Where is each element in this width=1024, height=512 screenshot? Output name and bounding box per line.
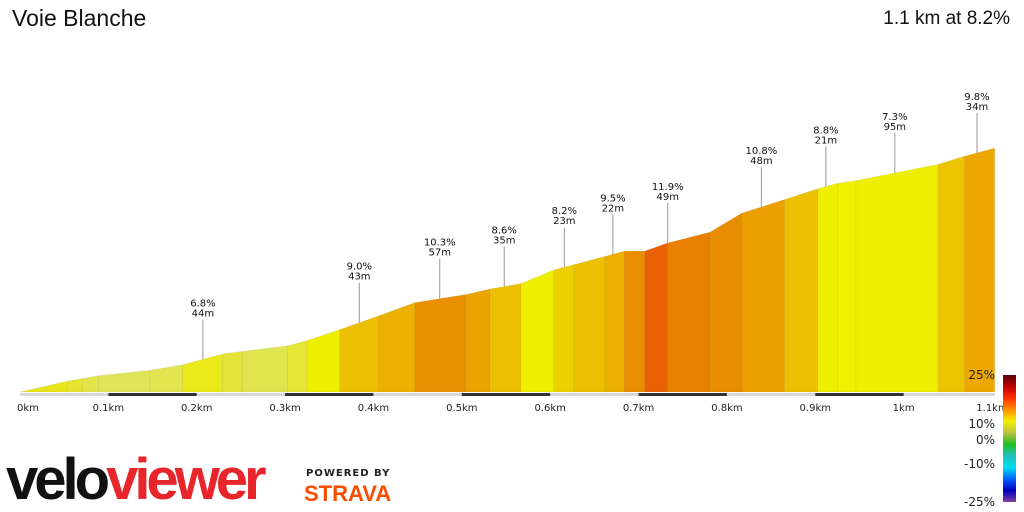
profile-segment [377, 302, 416, 393]
scale-label: -25% [964, 495, 995, 509]
x-tick-label: 0.1km [93, 403, 124, 414]
x-tick-label: 0.4km [358, 403, 389, 414]
profile-segment [624, 250, 646, 393]
profile-segment [855, 163, 939, 393]
annotation-length: 34m [966, 102, 988, 113]
annotation-grade: 8.8% [813, 126, 838, 137]
x-tick-label: 0.2km [181, 403, 212, 414]
profile-segment [287, 340, 308, 393]
profile-segment [784, 188, 819, 393]
profile-segment [741, 199, 785, 393]
profile-segment [520, 269, 555, 393]
logo-viewer: viewer [106, 447, 267, 512]
strava-logo: STRAVA [304, 481, 392, 506]
profile-segment [489, 283, 522, 393]
x-tick-label: 0.5km [446, 403, 477, 414]
logo-velo: velo [6, 447, 110, 512]
annotation-grade: 6.8% [190, 298, 215, 309]
profile-segment [837, 180, 857, 393]
annotation-length: 95m [884, 122, 906, 133]
annotation-grade: 8.6% [492, 226, 517, 237]
x-axis-band [461, 393, 551, 396]
profile-segment [19, 380, 69, 393]
profile-segment [98, 369, 151, 393]
x-tick-label: 1km [893, 403, 915, 414]
x-tick-label: 1.1km [976, 403, 1007, 414]
annotation-grade: 11.9% [652, 182, 684, 193]
profile-segment [573, 256, 606, 393]
profile-segment [465, 288, 491, 393]
annotation-grade: 10.3% [424, 238, 456, 249]
profile-segment [339, 315, 379, 393]
profile-segment [182, 353, 223, 393]
annotation-grade: 9.5% [600, 193, 625, 204]
scale-label: 10% [968, 417, 995, 431]
annotation-length: 48m [750, 156, 772, 167]
x-axis-band [815, 393, 904, 396]
profile-segment [67, 378, 84, 393]
x-tick-label: 0.3km [269, 403, 300, 414]
annotation-grade: 9.0% [347, 262, 372, 273]
annotation-grade: 8.2% [552, 206, 577, 217]
powered-by-label: POWERED BY [306, 468, 391, 479]
annotation-length: 23m [553, 216, 575, 227]
annotation-length: 35m [493, 236, 515, 247]
profile-segment [709, 212, 743, 393]
page-title: Voie Blanche [12, 5, 147, 31]
annotation-grade: 7.3% [882, 112, 907, 123]
veloviewer-logo: veloviewer [6, 447, 267, 512]
annotation-length: 49m [656, 192, 678, 203]
annotation-length: 21m [815, 136, 837, 147]
profile-segment [604, 250, 625, 393]
profile-segment [667, 231, 711, 393]
annotation-length: 57m [428, 248, 450, 259]
profile-segment [937, 155, 965, 393]
annotation-grade: 10.8% [745, 146, 777, 157]
profile-segment [553, 264, 575, 393]
x-tick-label: 0km [17, 403, 39, 414]
annotation-grade: 9.8% [964, 92, 989, 103]
profile-segment [82, 375, 99, 393]
x-tick-label: 0.9km [800, 403, 831, 414]
annotation-length: 43m [348, 272, 370, 283]
profile-segment [817, 182, 838, 393]
profile-segment [222, 351, 243, 393]
grade-color-scale [1003, 375, 1016, 502]
climb-summary: 1.1 km at 8.2% [883, 8, 1010, 29]
profile-segment [964, 147, 995, 393]
x-tick-label: 0.6km [534, 403, 565, 414]
profile-segment [644, 242, 669, 393]
profile-segment [414, 294, 467, 393]
scale-label: -10% [964, 457, 995, 471]
profile-segment [306, 329, 341, 393]
scale-label: 25% [968, 368, 995, 382]
annotation-length: 22m [602, 203, 624, 214]
profile-segment [149, 364, 183, 393]
profile-segment [242, 345, 289, 393]
annotation-length: 44m [192, 308, 214, 319]
x-tick-label: 0.7km [623, 403, 654, 414]
x-axis-band [638, 393, 727, 396]
x-tick-label: 0.8km [711, 403, 742, 414]
x-axis-band [108, 393, 197, 396]
scale-label: 0% [976, 433, 995, 447]
x-axis-band [285, 393, 374, 396]
